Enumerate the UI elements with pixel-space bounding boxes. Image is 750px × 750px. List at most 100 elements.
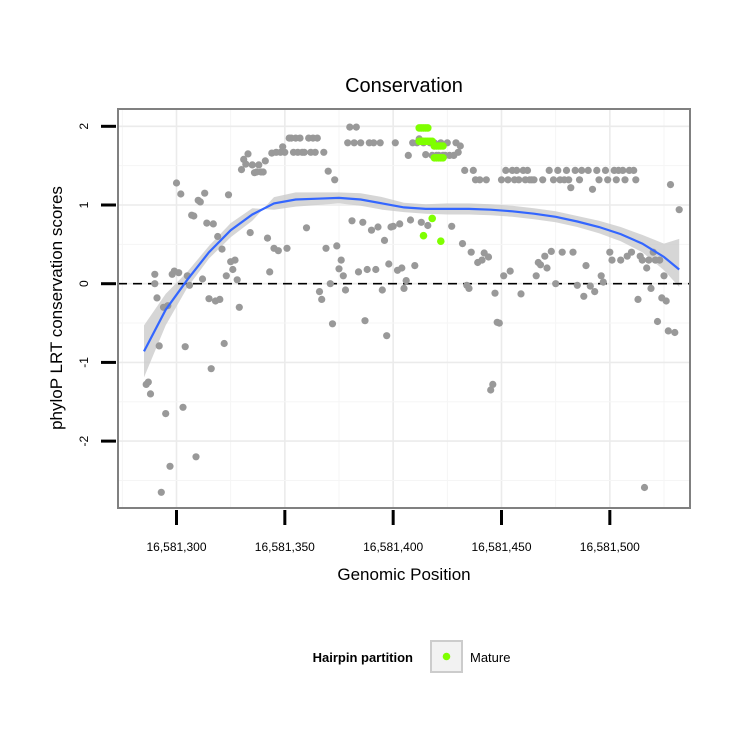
data-point-118	[398, 264, 406, 272]
data-point-146	[458, 240, 467, 248]
data-point-208	[593, 166, 601, 174]
mature-point-23	[428, 214, 437, 223]
legend: Hairpin partition Mature	[313, 640, 510, 673]
data-point-49	[248, 161, 256, 169]
data-point-34	[216, 295, 224, 303]
data-point-99	[357, 139, 365, 147]
data-point-102	[363, 265, 371, 274]
data-point-206	[588, 185, 597, 193]
data-point-63	[279, 143, 287, 151]
data-point-119	[400, 284, 408, 292]
data-point-198	[571, 166, 579, 174]
data-point-229	[638, 256, 646, 264]
data-point-83	[322, 244, 330, 252]
data-point-232	[645, 256, 653, 264]
data-point-243	[671, 328, 679, 337]
data-point-167	[504, 176, 512, 184]
data-point-31	[209, 220, 217, 228]
mature-point-4	[424, 124, 432, 132]
data-point-112	[385, 260, 393, 268]
data-point-29	[205, 295, 213, 303]
data-point-154	[476, 176, 484, 184]
data-point-242	[666, 181, 675, 189]
data-point-23	[192, 453, 200, 461]
data-point-73	[300, 148, 308, 156]
data-point-74	[302, 224, 311, 232]
mature-point-22	[419, 231, 428, 240]
data-point-89	[335, 265, 343, 273]
data-point-227	[634, 295, 642, 303]
data-point-217	[612, 176, 620, 184]
x-tick-label-2: 16,581,400	[363, 540, 423, 554]
data-point-52	[255, 161, 263, 169]
data-point-184	[541, 252, 549, 260]
data-point-26	[198, 275, 207, 283]
panel-border	[117, 108, 691, 509]
data-point-92	[341, 286, 350, 294]
data-point-233	[647, 284, 655, 292]
data-point-57	[266, 268, 274, 276]
data-point-202	[580, 292, 588, 300]
data-point-180	[532, 272, 540, 280]
x-tick-label-3: 16,581,450	[471, 540, 531, 554]
data-point-226	[632, 176, 640, 184]
data-point-127	[417, 218, 425, 226]
data-point-110	[380, 236, 389, 244]
mature-point-24	[437, 237, 445, 245]
x-tick-label-4: 16,581,500	[580, 540, 640, 554]
data-point-98	[354, 268, 363, 276]
data-point-87	[331, 176, 339, 184]
data-point-108	[376, 139, 384, 147]
data-point-48	[246, 229, 254, 237]
data-point-158	[484, 253, 493, 261]
mature-point-16	[439, 142, 447, 150]
data-point-65	[283, 244, 291, 252]
data-point-109	[378, 286, 386, 294]
y-tick-label-1: -1	[77, 357, 91, 368]
data-point-199	[573, 281, 581, 289]
x-tick-label-1: 16,581,350	[255, 540, 315, 554]
data-point-188	[549, 176, 558, 184]
data-point-40	[229, 265, 237, 274]
data-point-28	[203, 219, 211, 227]
data-point-117	[396, 220, 404, 228]
data-point-27	[201, 189, 209, 197]
data-point-38	[224, 191, 233, 199]
data-point-104	[367, 226, 376, 234]
y-tick-label-2: 0	[77, 280, 91, 287]
data-point-86	[328, 320, 337, 328]
data-point-71	[296, 134, 304, 142]
y-axis-title: phyloP LRT conservation scores	[47, 186, 66, 430]
data-point-195	[565, 176, 573, 184]
data-point-93	[344, 139, 352, 147]
data-point-1	[144, 378, 152, 386]
data-point-46	[242, 160, 250, 168]
data-point-2	[146, 390, 155, 398]
data-point-147	[461, 166, 469, 174]
data-point-187	[547, 247, 555, 255]
data-point-55	[261, 157, 269, 165]
data-point-105	[370, 139, 378, 147]
data-point-230	[640, 483, 649, 492]
data-point-203	[582, 262, 590, 270]
data-point-6	[155, 342, 163, 350]
legend-title: Hairpin partition	[313, 650, 413, 665]
data-point-225	[630, 166, 638, 174]
data-point-171	[513, 166, 521, 174]
data-point-16	[177, 190, 185, 198]
data-point-106	[372, 265, 380, 274]
data-point-54	[259, 168, 267, 176]
data-point-121	[404, 151, 412, 159]
data-point-96	[350, 139, 358, 147]
data-point-61	[274, 247, 282, 255]
data-point-173	[517, 290, 525, 298]
y-axis: -2 -1 0 1 2	[77, 123, 116, 446]
data-point-17	[179, 403, 187, 411]
data-point-43	[235, 303, 243, 311]
grid-lines	[118, 109, 690, 508]
data-point-215	[608, 256, 616, 264]
data-point-4	[151, 280, 159, 288]
data-point-129	[422, 151, 430, 159]
data-point-240	[662, 297, 670, 305]
